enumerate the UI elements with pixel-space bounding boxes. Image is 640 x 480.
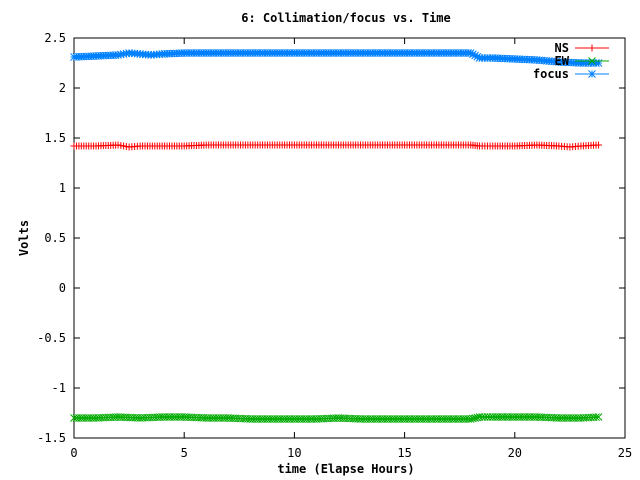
y-tick-label: -1 (52, 381, 66, 395)
y-tick-label: -1.5 (37, 431, 66, 445)
data-point (469, 50, 477, 59)
data-point (595, 141, 603, 149)
data-point (469, 414, 477, 423)
series-focus (70, 49, 603, 67)
legend-marker-ew (588, 57, 596, 65)
y-tick-label: 0 (59, 281, 66, 295)
data-point (466, 415, 475, 423)
y-tick-label: 2 (59, 81, 66, 95)
series-layer (70, 49, 603, 423)
series-ew (70, 413, 603, 423)
y-axis-label: Volts (17, 220, 31, 256)
tick-layer: 0 5 10 15 20 25 -1.5 -1 -0.5 0 0.5 1 1.5 2 2.5 (37, 31, 632, 460)
chart-title: 6: Collimation/focus vs. Time (241, 11, 451, 25)
legend-label-ns: NS (555, 41, 569, 55)
plot-frame (73, 37, 626, 439)
y-tick-label: 1 (59, 181, 66, 195)
x-tick-label: 0 (70, 446, 77, 460)
y-tick-label: 1.5 (44, 131, 66, 145)
x-axis-label: time (Elapse Hours) (277, 462, 414, 476)
data-point (594, 413, 603, 421)
data-point (594, 59, 603, 67)
x-tick-label: 15 (397, 446, 411, 460)
x-tick-label: 25 (618, 446, 632, 460)
x-tick-label: 20 (508, 446, 522, 460)
legend-label-ew: EW (555, 54, 570, 68)
y-tick-label: -0.5 (37, 331, 66, 345)
data-point (466, 49, 475, 57)
x-tick-label: 10 (287, 446, 301, 460)
y-tick-label: 2.5 (44, 31, 66, 45)
legend-marker-ns (588, 44, 596, 52)
data-point (592, 413, 600, 421)
x-tick-label: 5 (181, 446, 188, 460)
data-point (471, 414, 479, 422)
y-tick-label: 0.5 (44, 231, 66, 245)
data-point (473, 52, 482, 61)
plot-area: 0 5 10 15 20 25 -1.5 -1 -0.5 0 0.5 1 1.5 2 2.5 (37, 31, 632, 460)
series-line-ew (74, 416, 599, 420)
legend-label-focus: focus (533, 67, 569, 81)
legend-marker-focus (588, 70, 596, 78)
series-ns (70, 141, 603, 151)
data-point (471, 51, 479, 60)
